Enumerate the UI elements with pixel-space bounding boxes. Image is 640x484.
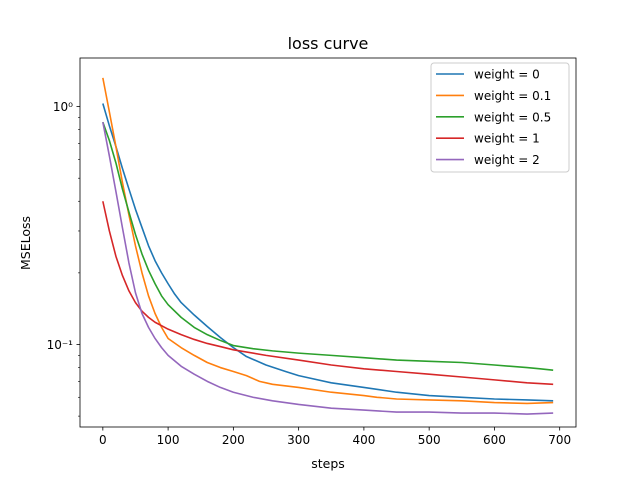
series-line-1 <box>102 77 554 405</box>
x-tick-label-7: 700 <box>548 433 571 447</box>
x-tick-label-0: 0 <box>99 433 107 447</box>
x-tick-label-6: 600 <box>483 433 506 447</box>
x-axis-label: steps <box>311 456 345 471</box>
y-axis-label: MSELoss <box>18 216 33 270</box>
series-line-4 <box>102 121 554 415</box>
x-tick-label-4: 400 <box>352 433 375 447</box>
x-tick-label-2: 200 <box>222 433 245 447</box>
legend-label-4: weight = 2 <box>474 153 540 167</box>
legend-label-1: weight = 0.1 <box>474 89 551 103</box>
y-tick-label-1: 10⁰ <box>53 100 73 114</box>
legend-label-0: weight = 0 <box>474 68 540 82</box>
x-tick-label-1: 100 <box>157 433 180 447</box>
plot-frame <box>79 57 577 428</box>
legend-box <box>430 62 570 173</box>
x-tick-label-5: 500 <box>418 433 441 447</box>
legend-label-2: weight = 0.5 <box>474 110 551 124</box>
series-layer <box>102 77 554 415</box>
series-line-3 <box>102 201 554 386</box>
series-line-0 <box>102 103 554 402</box>
chart-title: loss curve <box>288 34 369 53</box>
series-line-2 <box>102 121 554 371</box>
legend: weight = 0 weight = 0.1 weight = 0.5 weight… <box>430 62 570 173</box>
legend-label-3: weight = 1 <box>474 132 540 146</box>
y-tick-label-0: 10⁻¹ <box>47 338 74 352</box>
x-tick-label-3: 300 <box>287 433 310 447</box>
axes-layer: 0 100 200 300 400 500 600 700 10⁻¹ 10⁰ <box>47 57 577 447</box>
